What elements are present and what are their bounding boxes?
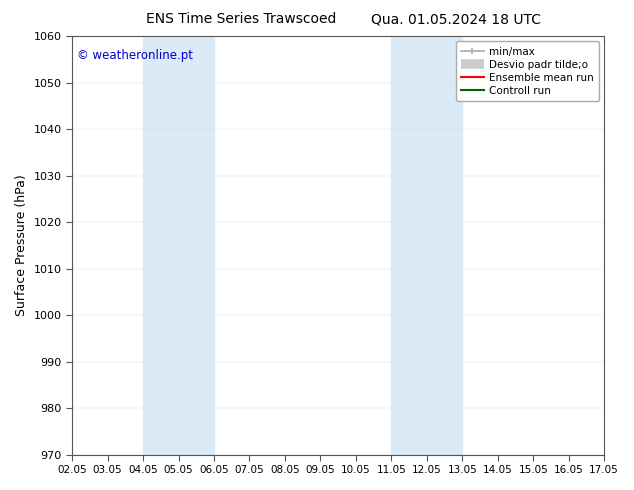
Text: Qua. 01.05.2024 18 UTC: Qua. 01.05.2024 18 UTC xyxy=(372,12,541,26)
Y-axis label: Surface Pressure (hPa): Surface Pressure (hPa) xyxy=(15,174,28,316)
Legend: min/max, Desvio padr tilde;o, Ensemble mean run, Controll run: min/max, Desvio padr tilde;o, Ensemble m… xyxy=(456,41,599,101)
Text: © weatheronline.pt: © weatheronline.pt xyxy=(77,49,193,62)
Text: ENS Time Series Trawscoed: ENS Time Series Trawscoed xyxy=(146,12,336,26)
Bar xyxy=(143,36,214,455)
Bar xyxy=(391,36,462,455)
